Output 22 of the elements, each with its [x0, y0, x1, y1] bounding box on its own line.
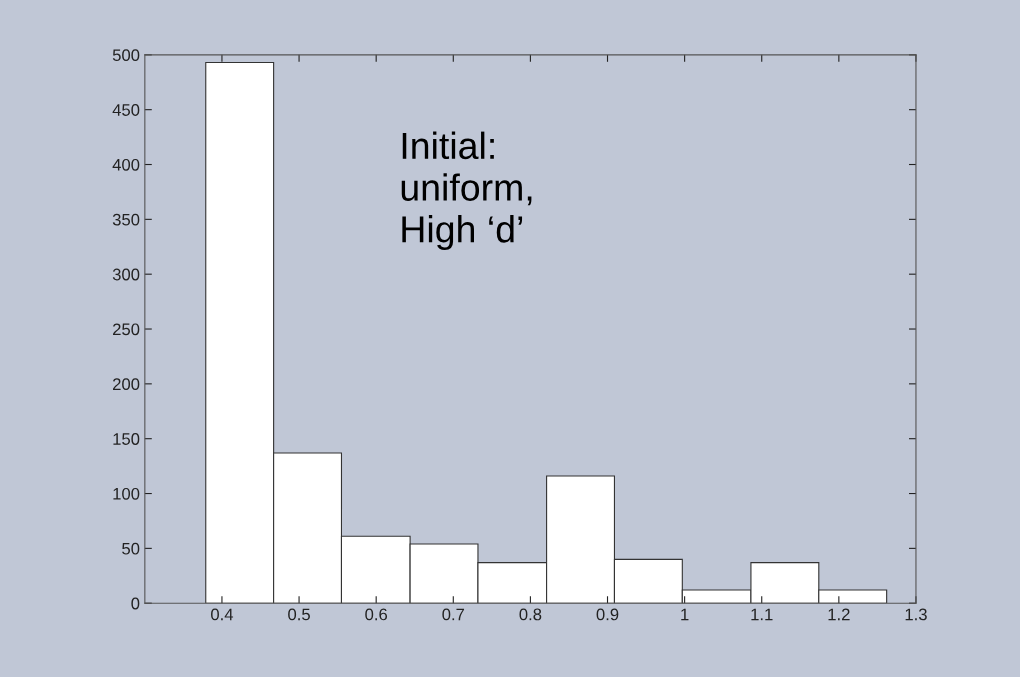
x-tick-label: 1.1 — [751, 608, 773, 621]
x-tick-label: 0.9 — [596, 608, 619, 621]
x-tick-label: 0.6 — [365, 608, 388, 621]
y-tick-label: 250 — [113, 323, 140, 336]
x-tick-label: 0.7 — [442, 608, 465, 621]
x-tick-label: 1.2 — [828, 608, 850, 621]
y-tick-label: 150 — [113, 433, 140, 445]
y-tick-label: 400 — [112, 158, 140, 171]
x-tick-label: 0.8 — [519, 608, 542, 621]
y-tick-label: 100 — [113, 487, 140, 500]
x-tick-label: 1.3 — [905, 608, 927, 621]
y-tick-label: 300 — [112, 268, 140, 281]
x-tick-label: 0.4 — [211, 608, 234, 621]
y-tick-label: 50 — [122, 542, 140, 555]
y-tick-label: 450 — [112, 104, 140, 116]
x-tick-label: 0.5 — [288, 608, 310, 621]
y-tick-label: 350 — [112, 213, 140, 226]
x-tick-label: 1 — [681, 608, 689, 621]
y-tick-label: 500 — [112, 49, 140, 62]
annotation: Initial: uniform, High ‘d’ — [401, 131, 532, 251]
y-tick-label: 0 — [131, 597, 140, 610]
y-tick-label: 200 — [113, 378, 140, 391]
